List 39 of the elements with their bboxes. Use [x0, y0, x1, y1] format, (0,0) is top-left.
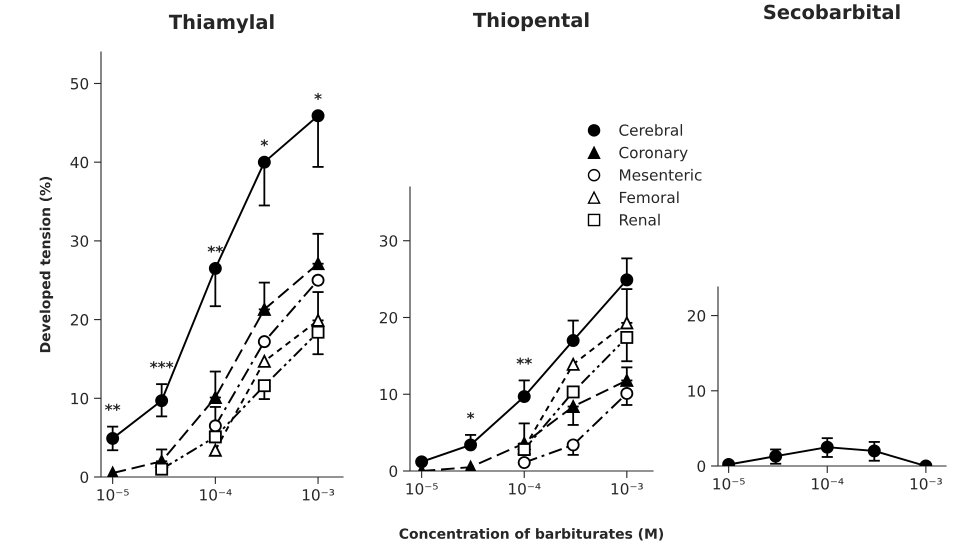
chart-title: Secobarbital	[764, 4, 900, 20]
annotation: *	[260, 139, 268, 146]
x-tick-label: 10⁻⁵	[406, 483, 438, 495]
y-tick-label: 30	[70, 235, 88, 247]
y-tick-label: 20	[380, 312, 398, 324]
legend-label: Coronary	[619, 146, 688, 162]
chart-title: Thiopental	[473, 12, 588, 32]
x-tick-label: 10⁻³	[302, 489, 334, 501]
y-tick-label: 10	[688, 385, 706, 397]
annotation: ***	[150, 361, 174, 368]
legend-label: Mesenteric	[620, 168, 702, 181]
y-tick-label: 20	[70, 314, 88, 326]
annotation: **	[208, 246, 224, 253]
legend-label: Femoral	[620, 191, 679, 204]
legend-label: Renal	[620, 214, 660, 226]
chart-title: Thiamylal	[168, 14, 274, 34]
y-tick-label: 30	[380, 235, 398, 247]
y-tick-label: 10	[380, 388, 398, 400]
annotation: *	[466, 412, 474, 420]
x-tick-label: 10⁻³	[910, 478, 942, 490]
y-axis-title: Developed tension (%)	[40, 176, 54, 352]
x-tick-label: 10⁻⁵	[714, 478, 745, 490]
y-tick-label: 50	[70, 78, 88, 90]
y-tick-label: 0	[389, 465, 398, 478]
x-tick-label: 10⁻⁴	[200, 489, 232, 501]
y-tick-label: 0	[697, 460, 706, 472]
x-axis-title: Concentration of barbiturates (M)	[399, 528, 664, 541]
y-tick-label: 40	[70, 156, 88, 168]
x-tick-label: 10⁻⁵	[98, 489, 129, 501]
annotation: **	[516, 358, 532, 365]
annotation: **	[104, 404, 120, 411]
x-tick-label: 10⁻³	[612, 483, 643, 495]
y-tick-label: 0	[80, 471, 88, 484]
annotation: *	[314, 92, 322, 100]
x-tick-label: 10⁻⁴	[812, 478, 844, 490]
y-tick-label: 20	[688, 310, 706, 322]
legend-label: Cerebral	[619, 124, 682, 136]
y-tick-label: 10	[71, 392, 88, 404]
x-tick-label: 10⁻⁴	[509, 483, 541, 495]
